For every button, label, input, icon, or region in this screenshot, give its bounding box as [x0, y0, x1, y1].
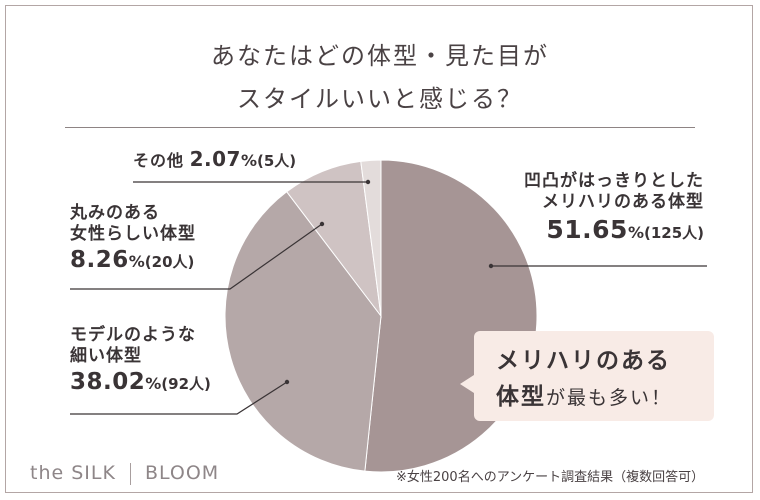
pie-slice-other	[360, 159, 382, 317]
callout-line-2-rest: が最も多い！	[546, 387, 673, 409]
slice-percent-other: 2.07	[189, 147, 241, 171]
callout-line-2: 体型が最も多い！	[496, 377, 672, 411]
chart-frame	[5, 5, 753, 493]
leader-line-rounded	[70, 223, 323, 290]
slice-count-rounded: (20人)	[144, 252, 195, 271]
leader-line-slim-end	[284, 379, 290, 385]
slice-label-rounded: 丸みのある 女性らしい体型 8.26%(20人)	[70, 203, 196, 274]
slice-count-curvy: (125人)	[643, 223, 704, 242]
callout-line-1: メリハリのある	[496, 348, 671, 374]
chart-title-line-1: あなたはどの体型・見た目が	[211, 42, 549, 70]
chart-title-line-2: スタイルいいと感じる？	[237, 85, 523, 113]
slice-label-slim: モデルのような 細い体型 38.02%(92人)	[70, 325, 211, 396]
slice-name-other: その他	[133, 151, 185, 170]
slice-name-curvy-line-1: 凹凸がはっきりとした	[524, 171, 704, 191]
slice-name-rounded-line-1: 丸みのある	[70, 203, 160, 223]
slice-label-curvy: 凹凸がはっきりとした メリハリのある体型 51.65%(125人)	[478, 171, 704, 245]
slice-percent-unit: %	[627, 222, 644, 242]
leader-line-rounded-end	[319, 221, 325, 227]
leader-line-slim	[70, 381, 288, 415]
callout-line-2-bold: 体型	[496, 384, 546, 410]
leader-line-other-end	[365, 179, 371, 185]
leader-line-curvy-end	[488, 263, 494, 269]
slice-count-slim: (92人)	[161, 374, 211, 393]
slice-count-other: (5人)	[256, 152, 297, 170]
title-divider	[65, 127, 695, 128]
survey-footnote: ※女性200名へのアンケート調査結果（複数回答可）	[396, 470, 705, 485]
slice-percent-unit: %	[145, 373, 162, 393]
slice-name-curvy-line-2: メリハリのある体型	[542, 192, 704, 213]
slice-name-slim-line-2: 細い体型	[70, 346, 142, 367]
slice-percent-slim: 38.02	[70, 368, 146, 395]
slice-label-other: その他 2.07%(5人)	[133, 147, 296, 172]
pie-slice-slim	[224, 191, 382, 472]
slice-percent-rounded: 8.26	[70, 246, 129, 273]
brand-right: BLOOM	[144, 462, 220, 484]
brand-left: the SILK	[30, 462, 116, 484]
slice-percent-unit: %	[128, 251, 145, 271]
slice-name-rounded-line-2: 女性らしい体型	[70, 224, 196, 245]
slice-percent-unit: %	[240, 151, 257, 170]
brand-logo: the SILK BLOOM	[30, 462, 219, 485]
slice-percent-curvy: 51.65	[546, 214, 628, 244]
slice-name-slim-line-1: モデルのような	[70, 325, 196, 345]
highlight-callout: メリハリのある 体型が最も多い！	[460, 331, 714, 421]
brand-separator	[129, 462, 131, 485]
